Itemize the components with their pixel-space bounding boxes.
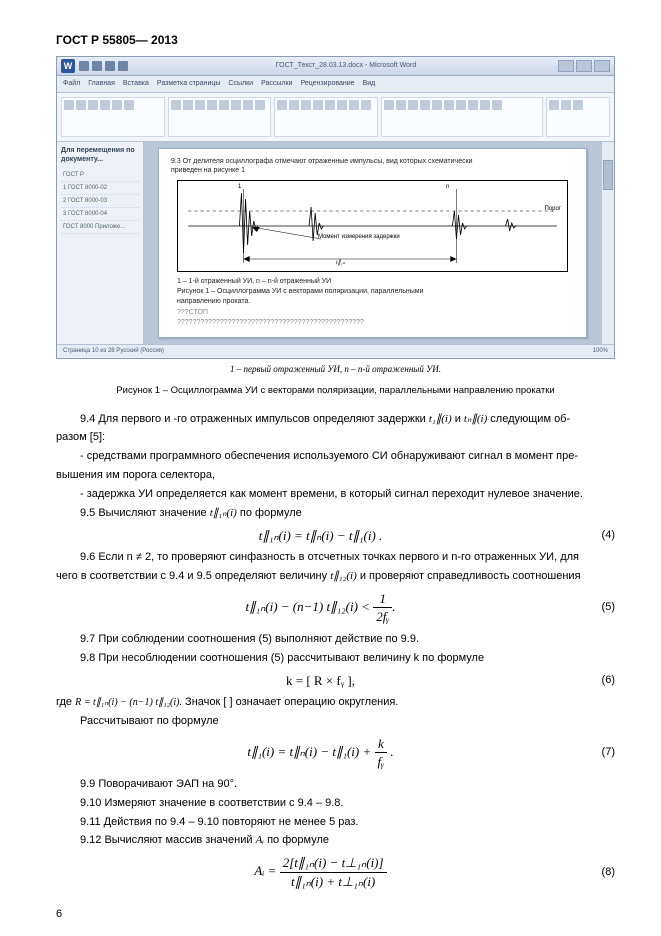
doc-figure-caption: Рисунок 1 – Осциллограмма УИ с векторами… xyxy=(177,288,568,296)
doc-stop-marker: ???СТОП xyxy=(177,309,568,317)
tab-home[interactable]: Главная xyxy=(88,79,115,88)
nav-item[interactable]: 3 ГОСТ 8000-04 xyxy=(61,208,139,221)
close-icon[interactable] xyxy=(594,60,610,72)
zoom-level[interactable]: 100% xyxy=(593,347,608,355)
equation-7: t∥₁(i) = t∥ₙ(i) − t∥₁(i) + kfᵧ . (7) xyxy=(56,735,615,771)
figure-caption: Рисунок 1 – Осциллограмма УИ с векторами… xyxy=(56,385,615,398)
word-window: W ГОСТ_Текст_28.03.13.docx - Microsoft W… xyxy=(56,56,615,358)
para-9-4: 9.4 Для первого и -го отраженных импульс… xyxy=(56,412,615,427)
navigation-pane[interactable]: Для перемещения по документу... ГОСТ Р 1… xyxy=(57,142,144,345)
document-page[interactable]: 9.3 От делителя осциллографа отмечают от… xyxy=(158,148,587,339)
para-9-7: 9.7 При соблюдении соотношения (5) выпол… xyxy=(56,632,615,647)
status-left: Страница 10 из 28 Русский (Россия) xyxy=(63,347,164,355)
tab-file[interactable]: Файл xyxy=(63,79,80,88)
image-caption: 1 – первый отраженный УИ, n – n-й отраже… xyxy=(56,363,615,375)
nav-item[interactable]: ГОСТ 8000 Приложе... xyxy=(61,221,139,234)
equation-4: t∥₁ₙ(i) = t∥ₙ(i) − t∥₁(i) . (4) xyxy=(56,527,615,545)
window-controls[interactable] xyxy=(558,60,610,72)
para-9-6b: чего в соответствии с 9.4 и 9.5 определя… xyxy=(56,569,615,584)
oscillogram-figure: Порог Момент измерения задержки 1 n t∥₁ₙ xyxy=(177,180,568,272)
equation-5: t∥₁ₙ(i) − (n−1) t∥₁₂(i) < 12fᵧ. (5) xyxy=(56,590,615,626)
quick-access-toolbar[interactable] xyxy=(79,61,128,71)
para-9-12: 9.12 Вычисляют массив значений Aᵢ по фор… xyxy=(56,833,615,848)
tab-references[interactable]: Ссылки xyxy=(228,79,253,88)
moment-label: Момент измерения задержки xyxy=(318,233,400,241)
ribbon-tabs[interactable]: Файл Главная Вставка Разметка страницы С… xyxy=(57,76,614,92)
maximize-icon[interactable] xyxy=(576,60,592,72)
para-9-6a: 9.6 Если n ≠ 2, то проверяют синфазность… xyxy=(56,550,615,565)
para-9-4e: - задержка УИ определяется как момент вр… xyxy=(56,487,615,502)
para-calculate: Рассчитывают по формуле xyxy=(56,714,615,729)
nav-item[interactable]: ГОСТ Р xyxy=(61,169,139,182)
t1n-label: t∥₁ₙ xyxy=(336,259,345,267)
para-9-4c: - средствами программного обеспечения ис… xyxy=(56,449,615,464)
window-title: ГОСТ_Текст_28.03.13.docx - Microsoft Wor… xyxy=(134,61,558,70)
para-9-10: 9.10 Измеряют значение в соответствии с … xyxy=(56,796,615,811)
scrollbar-thumb[interactable] xyxy=(603,160,613,190)
doc-qline: ????????????????????????????????????????… xyxy=(177,319,568,327)
tab-review[interactable]: Рецензирование xyxy=(301,79,355,88)
para-9-4d: вышения им порога селектора, xyxy=(56,468,615,483)
pulse-1-label: 1 xyxy=(238,183,241,191)
status-bar: Страница 10 из 28 Русский (Россия) 100% xyxy=(57,344,614,357)
tab-layout[interactable]: Разметка страницы xyxy=(157,79,221,88)
para-where: где R = t∥₁ₙ(i) − (n−1) t∥₁₂(i). Значок … xyxy=(56,695,615,710)
minimize-icon[interactable] xyxy=(558,60,574,72)
doc-figure-caption2: направлению проката. xyxy=(177,298,568,306)
doc-header: ГОСТ Р 55805— 2013 xyxy=(56,32,615,48)
doc-text: 9.3 От делителя осциллографа отмечают от… xyxy=(171,157,574,166)
title-bar: W ГОСТ_Текст_28.03.13.docx - Microsoft W… xyxy=(57,57,614,76)
equation-8: Aᵢ = 2[t∥₁ₙ(i) − t⊥₁ₙ(i)]t∥₁ₙ(i) + t⊥₁ₙ(… xyxy=(56,854,615,890)
ribbon[interactable] xyxy=(57,93,614,142)
navpane-head: Для перемещения по документу... xyxy=(61,146,139,165)
page-number: 6 xyxy=(56,907,62,922)
nav-item[interactable]: 1 ГОСТ 8000-02 xyxy=(61,182,139,195)
doc-figure-legend: 1 – 1-й отраженный УИ, n – n-й отраженны… xyxy=(177,278,568,286)
tab-view[interactable]: Вид xyxy=(363,79,376,88)
tab-mailings[interactable]: Рассылки xyxy=(261,79,292,88)
tab-insert[interactable]: Вставка xyxy=(123,79,149,88)
equation-6: k = [ R × fᵧ ], (6) xyxy=(56,672,615,690)
doc-text: приведен на рисунке 1 xyxy=(171,166,574,175)
para-9-9: 9.9 Поворачивают ЭАП на 90°. xyxy=(56,777,615,792)
word-logo-icon: W xyxy=(61,59,75,73)
vertical-scrollbar[interactable] xyxy=(601,142,614,345)
document-area: Для перемещения по документу... ГОСТ Р 1… xyxy=(57,142,614,345)
pulse-n-label: n xyxy=(446,183,449,191)
para-9-5: 9.5 Вычисляют значение t∥₁ₙ(i) по формул… xyxy=(56,506,615,521)
para-9-4b: разом [5]: xyxy=(56,430,615,445)
page: ГОСТ Р 55805— 2013 W ГОСТ_Текст_28.03.13… xyxy=(0,0,661,936)
threshold-label: Порог xyxy=(544,205,561,213)
para-9-8: 9.8 При несоблюдении соотношения (5) рас… xyxy=(56,651,615,666)
nav-item[interactable]: 2 ГОСТ 8000-03 xyxy=(61,195,139,208)
para-9-11: 9.11 Действия по 9.4 – 9.10 повторяют не… xyxy=(56,815,615,830)
